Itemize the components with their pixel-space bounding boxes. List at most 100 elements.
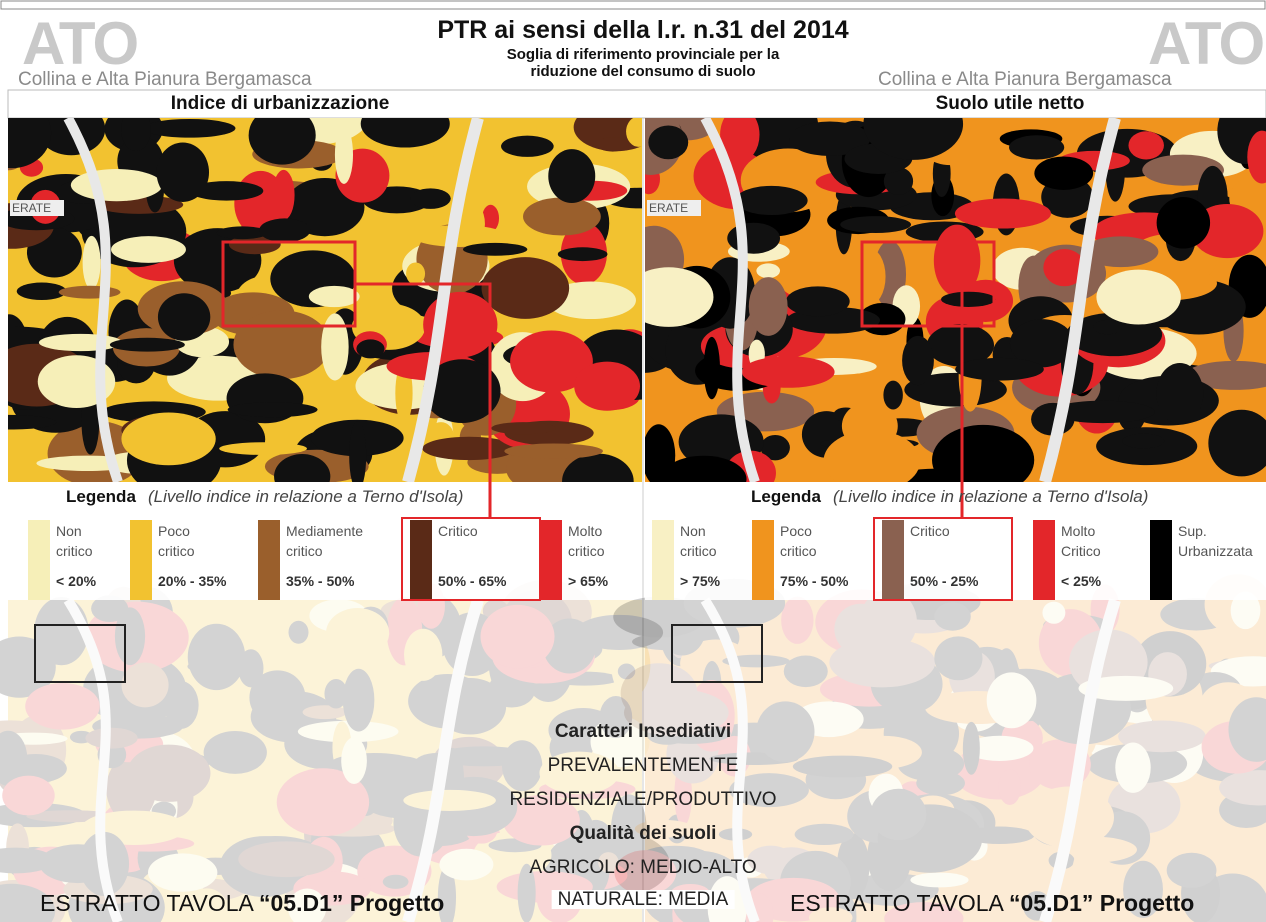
map-patch <box>648 125 688 159</box>
legend-subtitle: (Livello indice in relazione a Terno d'I… <box>833 488 1148 505</box>
map-patch <box>910 873 968 888</box>
map-patch <box>481 605 555 668</box>
legend-label: Non <box>56 522 82 540</box>
footer: ESTRATTO TAVOLA <box>790 892 1009 915</box>
map-patch <box>1042 602 1065 624</box>
legend-label: critico <box>680 542 717 560</box>
center-text: PREVALENTEMENTE <box>548 756 739 775</box>
map-patch <box>963 722 980 775</box>
map-patch <box>204 731 267 774</box>
legend-range: > 75% <box>680 574 720 588</box>
map-patch <box>144 119 236 138</box>
legend-label: Urbanizzata <box>1178 542 1253 560</box>
footer-bold: “05.D1” Progetto <box>259 892 444 915</box>
panel-title: Suolo utile netto <box>936 94 1085 113</box>
legend-swatch <box>1033 520 1055 600</box>
map-patch <box>406 262 425 284</box>
map-patch <box>1115 743 1150 793</box>
map-graphics <box>0 0 1266 922</box>
map-patch <box>71 169 162 201</box>
map-patch <box>219 442 307 455</box>
map-patch <box>523 197 601 235</box>
map-patch <box>902 336 934 385</box>
map-patch <box>439 849 493 881</box>
map-patch <box>1009 135 1064 159</box>
map-patch <box>309 286 360 307</box>
map-patch <box>596 137 628 151</box>
map-patch <box>341 737 367 784</box>
map-patch <box>148 853 217 891</box>
legend-label: critico <box>286 542 323 560</box>
legend-range: > 65% <box>568 574 608 588</box>
map-patch <box>403 790 496 811</box>
ato-name: Collina e Alta Pianura Bergamasca <box>18 70 312 89</box>
legend-swatch <box>752 520 774 600</box>
map-patch <box>574 362 640 411</box>
map-patch <box>504 444 603 459</box>
map-patch <box>1034 157 1093 190</box>
map-patch <box>85 728 137 749</box>
legend-swatch <box>410 520 432 600</box>
subtitle: Soglia di riferimento provinciale per la <box>507 47 780 62</box>
map-patch <box>188 624 246 690</box>
map-patch <box>383 875 409 889</box>
legend-swatch <box>130 520 152 600</box>
map-patch <box>941 292 996 307</box>
map-patch <box>727 223 780 254</box>
map-patch <box>793 756 892 778</box>
map-patch <box>326 608 389 658</box>
map-patch <box>115 607 145 665</box>
legend-range: 50% - 25% <box>910 574 978 588</box>
map-patch <box>288 621 308 644</box>
map-patch <box>349 421 366 490</box>
map-patch <box>934 636 982 680</box>
legend-label: Molto <box>1061 522 1095 540</box>
map-patch <box>955 199 1051 229</box>
legend-swatch <box>1150 520 1172 600</box>
map-patch <box>1093 320 1122 334</box>
center-heading: Caratteri Insediativi <box>555 722 731 741</box>
map-patch <box>273 170 295 220</box>
title: PTR ai sensi della l.r. n.31 del 2014 <box>437 18 848 43</box>
map-patch <box>83 236 101 290</box>
map-label: ERATE <box>649 202 688 214</box>
map-patch <box>158 293 210 341</box>
map-patch <box>834 604 887 655</box>
map-patch <box>39 334 122 351</box>
map-patch <box>249 670 305 724</box>
map-patch <box>870 789 926 840</box>
legend-range: < 20% <box>56 574 96 588</box>
legend-label: Non <box>680 522 706 540</box>
legend-range: 50% - 65% <box>438 574 506 588</box>
legend-swatch <box>882 520 904 600</box>
page: ATO ATO Collina e Alta Pianura Bergamasc… <box>0 0 1266 922</box>
legend-label: Critico <box>1061 542 1101 560</box>
legend-swatch <box>28 520 50 600</box>
ato-logo: ATO <box>22 14 137 74</box>
legend-label: critico <box>568 542 605 560</box>
map-patch <box>36 456 138 471</box>
map-patch <box>1156 363 1203 424</box>
map-patch <box>998 769 1021 805</box>
map-patch <box>164 681 199 728</box>
legend-label: critico <box>158 542 195 560</box>
panel-title: Indice di urbanizzazione <box>171 94 390 113</box>
map-patch <box>25 683 100 730</box>
map-patch <box>704 337 720 399</box>
center-heading: Qualità dei suoli <box>570 824 717 843</box>
map-patch <box>59 286 121 299</box>
legend-range: 75% - 50% <box>780 574 848 588</box>
map-patch <box>786 286 850 316</box>
legend-title: Legenda <box>66 488 136 505</box>
legend-range: 35% - 50% <box>286 574 354 588</box>
footer-bold: “05.D1” Progetto <box>1009 892 1194 915</box>
map-patch <box>121 663 168 708</box>
map-patch <box>127 745 210 802</box>
map-patch <box>111 236 186 263</box>
legend-range: 20% - 35% <box>158 574 226 588</box>
legend-label: Poco <box>158 522 190 540</box>
frame <box>1 1 1265 9</box>
map-patch <box>1123 434 1165 449</box>
map-patch <box>482 257 570 319</box>
map-patch <box>742 356 835 388</box>
